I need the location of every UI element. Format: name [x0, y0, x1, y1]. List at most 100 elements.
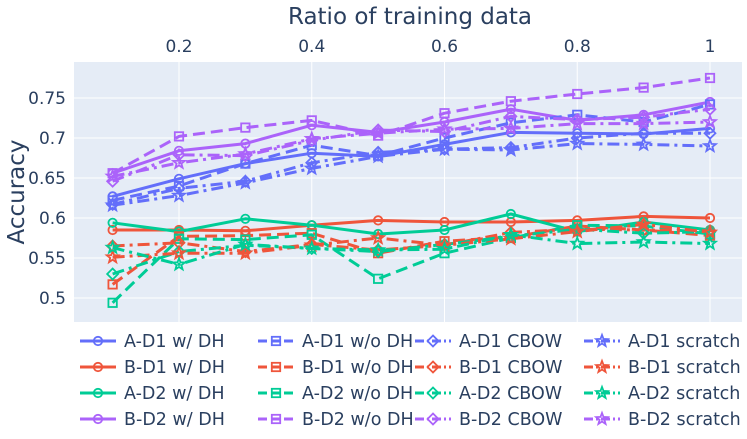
legend-item-b-d2-w-dh[interactable]: B-D2 w/ DH [80, 410, 225, 430]
legend-label: B-D1 w/ DH [124, 358, 225, 378]
data-point [104, 167, 121, 184]
legend-symbol [270, 335, 282, 347]
y-tick-label: 0.7 [39, 129, 66, 149]
data-point [303, 159, 320, 176]
data-point [238, 174, 253, 188]
series-a-d1-scratch [104, 134, 719, 213]
plot-area [74, 62, 742, 322]
series-line [112, 222, 711, 259]
data-point [704, 99, 716, 110]
data-point [635, 114, 652, 131]
x-tick-label: 0.2 [165, 37, 192, 57]
legend-symbol [426, 360, 440, 374]
x-tick-label: 0.8 [564, 37, 591, 57]
legend-label: B-D2 scratch [628, 410, 741, 430]
legend-item-b-d2-w-o-dh[interactable]: B-D2 w/o DH [258, 410, 414, 430]
data-point [569, 234, 586, 251]
data-point [107, 297, 118, 308]
data-point [240, 122, 251, 133]
legend: A-D1 w/ DH B-D1 w/ DH A-D2 w/ DH B-D2 w/ DH… [80, 332, 741, 430]
data-point [635, 135, 652, 152]
legend-symbol [426, 386, 440, 400]
data-point [369, 124, 387, 141]
data-point [505, 208, 516, 220]
legend-label: B-D1 CBOW [459, 358, 563, 378]
data-point [107, 217, 118, 228]
legend-item-b-d1-cbow[interactable]: B-D1 CBOW [415, 358, 563, 378]
data-point [172, 148, 186, 162]
x-tick-label: 0.6 [431, 37, 458, 57]
x-tick-labels: 0.2 0.4 0.6 0.8 1 [165, 37, 715, 57]
data-point [436, 140, 453, 157]
data-point [638, 82, 649, 93]
data-point [104, 238, 121, 255]
data-point [173, 233, 185, 244]
x-tick-label: 1 [705, 37, 716, 57]
legend-item-a-d2-w-o-dh[interactable]: A-D2 w/o DH [258, 384, 413, 404]
legend-item-b-d2-cbow[interactable]: B-D2 CBOW [415, 410, 563, 430]
data-point [436, 236, 453, 253]
legend-item-a-d2-w-dh[interactable]: A-D2 w/ DH [80, 384, 224, 404]
legend-symbol [426, 334, 440, 348]
data-point [237, 174, 254, 190]
data-point [373, 215, 384, 226]
series-line [111, 76, 711, 175]
series-line [112, 227, 711, 276]
legend-symbol [593, 332, 611, 349]
series-line [112, 233, 711, 266]
data-point [240, 158, 251, 169]
legend-symbol [92, 387, 104, 399]
data-point [373, 273, 384, 284]
data-point [635, 215, 652, 232]
data-point [701, 234, 719, 251]
series-line [111, 223, 711, 304]
data-point [170, 255, 188, 272]
legend-item-a-d1-scratch[interactable]: A-D1 scratch [584, 332, 740, 352]
y-tick-label: 0.55 [28, 249, 66, 269]
legend-symbol [593, 410, 611, 427]
data-point [436, 120, 453, 137]
legend-item-b-d1-w-dh[interactable]: B-D1 w/ DH [80, 358, 225, 378]
legend-label: B-D2 CBOW [459, 410, 563, 430]
legend-label: A-D2 CBOW [459, 384, 562, 404]
legend-symbol [270, 361, 282, 373]
legend-item-b-d2-scratch[interactable]: B-D2 scratch [584, 410, 741, 430]
data-point [369, 241, 387, 258]
data-point [170, 154, 188, 170]
legend-item-a-d1-cbow[interactable]: A-D1 CBOW [415, 332, 562, 352]
data-point [635, 233, 652, 250]
legend-item-b-d1-scratch[interactable]: B-D1 scratch [584, 358, 741, 378]
data-point [502, 141, 520, 158]
legend-symbol [270, 413, 282, 425]
x-tick-label: 0.4 [298, 37, 325, 57]
data-point [636, 226, 651, 240]
legend-symbol [593, 384, 611, 401]
series-line [112, 131, 710, 206]
legend-symbol [92, 335, 104, 347]
y-axis-title: Accuracy [4, 139, 30, 244]
data-point [237, 244, 254, 261]
data-point [303, 239, 320, 256]
legend-label: A-D1 w/o DH [302, 332, 413, 352]
legend-symbol [593, 358, 611, 375]
data-point [172, 181, 186, 196]
legend-symbol [92, 413, 104, 425]
legend-symbol [92, 361, 104, 373]
data-point [306, 115, 317, 126]
legend-item-a-d1-w-o-dh[interactable]: A-D1 w/o DH [258, 332, 413, 352]
legend-item-a-d2-cbow[interactable]: A-D2 CBOW [415, 384, 562, 404]
legend-item-a-d1-w-dh[interactable]: A-D1 w/ DH [80, 332, 224, 352]
series-line [112, 142, 711, 207]
data-point [240, 213, 251, 224]
data-point [502, 226, 520, 242]
data-point [104, 248, 121, 265]
data-point [107, 224, 118, 236]
data-point [569, 134, 586, 151]
data-point [505, 96, 516, 107]
legend-item-a-d2-scratch[interactable]: A-D2 scratch [584, 384, 740, 404]
legend-item-b-d1-w-o-dh[interactable]: B-D1 w/o DH [258, 358, 414, 378]
data-point [303, 130, 320, 146]
series-line [112, 120, 711, 178]
legend-symbol [426, 412, 440, 426]
